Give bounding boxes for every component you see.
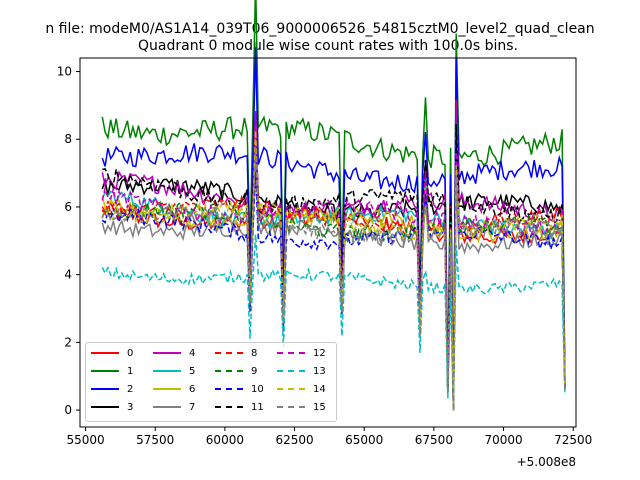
series-line-2 <box>101 47 566 411</box>
legend-item: 12 <box>277 345 326 361</box>
chart-title: Quadrant 0 module wise count rates with … <box>138 38 518 54</box>
x-tick-label: 55000 <box>66 433 104 447</box>
legend-swatch <box>277 370 305 372</box>
figure-suptitle: n file: modeM0/AS1A14_039T06_9000006526_… <box>45 21 594 37</box>
legend-item: 13 <box>277 363 326 379</box>
legend-item: 1 <box>91 363 133 379</box>
legend-label: 3 <box>127 401 134 413</box>
legend-swatch <box>215 406 243 408</box>
x-tick-label: 72500 <box>554 433 592 447</box>
legend-swatch <box>91 388 119 390</box>
legend-swatch <box>215 388 243 390</box>
series-line-11 <box>102 124 566 411</box>
legend-label: 0 <box>127 347 134 359</box>
series-line-7 <box>101 146 566 411</box>
legend-swatch <box>153 406 181 408</box>
x-offset-label: +5.008e8 <box>517 455 576 469</box>
legend-label: 12 <box>313 347 326 359</box>
legend-item: 15 <box>277 399 326 415</box>
legend-item: 14 <box>277 381 326 397</box>
legend-swatch <box>277 388 305 390</box>
legend-item: 6 <box>153 381 195 397</box>
legend-item: 10 <box>215 381 264 397</box>
x-tick-label: 65000 <box>345 433 383 447</box>
series-line-13 <box>101 234 566 411</box>
legend-swatch <box>215 370 243 372</box>
plot-frame <box>79 57 577 428</box>
legend-swatch <box>91 352 119 354</box>
legend-label: 10 <box>251 383 264 395</box>
series-line-9 <box>101 140 566 411</box>
legend-item: 0 <box>91 345 133 361</box>
legend-swatch <box>91 406 119 408</box>
legend-label: 6 <box>189 383 196 395</box>
y-tick-label: 10 <box>57 65 72 79</box>
legend-item: 7 <box>153 399 195 415</box>
x-tick-label: 57500 <box>136 433 174 447</box>
x-tick-label: 67500 <box>415 433 453 447</box>
legend-swatch <box>153 352 181 354</box>
legend-label: 9 <box>251 365 258 377</box>
y-tick-label: 8 <box>64 132 72 146</box>
legend-swatch <box>277 406 305 408</box>
series-line-10 <box>101 145 566 411</box>
legend-label: 2 <box>127 383 134 395</box>
legend-label: 11 <box>251 401 264 413</box>
x-tick-label: 70000 <box>484 433 522 447</box>
y-tick-label: 6 <box>64 200 72 214</box>
legend-label: 8 <box>251 347 258 359</box>
legend-label: 5 <box>189 365 196 377</box>
x-tick-label: 62500 <box>275 433 313 447</box>
y-tick-label: 0 <box>64 403 72 417</box>
y-tick-label: 4 <box>64 268 72 282</box>
legend-label: 15 <box>313 401 326 413</box>
legend-item: 5 <box>153 363 195 379</box>
legend: 0 1 2 3 4 5 6 7 8 9 10 11 12 13 14 15 <box>85 342 337 422</box>
legend-item: 4 <box>153 345 195 361</box>
legend-swatch <box>91 370 119 372</box>
legend-swatch <box>153 370 181 372</box>
legend-label: 13 <box>313 365 326 377</box>
legend-item: 9 <box>215 363 257 379</box>
legend-item: 3 <box>91 399 133 415</box>
legend-swatch <box>215 352 243 354</box>
x-axis: 55000 57500 60000 62500 65000 67500 70000 72500 <box>66 427 592 447</box>
x-tick-label: 60000 <box>206 433 244 447</box>
legend-label: 4 <box>189 347 196 359</box>
legend-label: 14 <box>313 383 326 395</box>
y-tick-label: 2 <box>64 335 72 349</box>
legend-swatch <box>153 388 181 390</box>
series-group <box>101 0 566 411</box>
legend-label: 1 <box>127 365 134 377</box>
y-axis: 0 2 4 6 8 10 <box>57 65 80 417</box>
legend-item: 8 <box>215 345 257 361</box>
legend-swatch <box>277 352 305 354</box>
series-line-14 <box>101 130 566 411</box>
series-line-1 <box>101 0 566 411</box>
legend-label: 7 <box>189 401 196 413</box>
legend-item: 2 <box>91 381 133 397</box>
legend-item: 11 <box>215 399 264 415</box>
series-line-15 <box>101 148 566 411</box>
